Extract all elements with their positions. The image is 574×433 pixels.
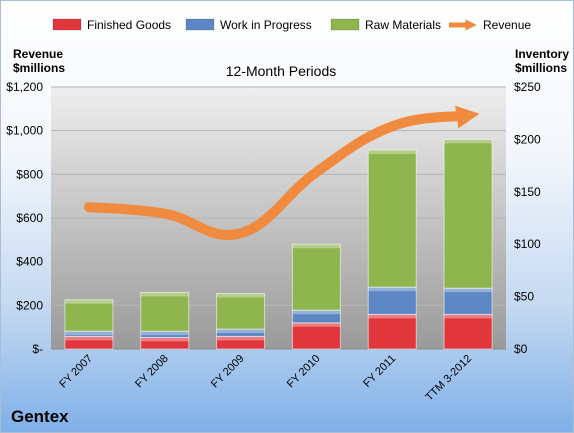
bar-raw-materials	[443, 138, 493, 289]
legend-label-finished-goods: Finished Goods	[87, 18, 171, 32]
bar-work-in-progress	[443, 287, 493, 315]
right-tick-label: $100	[514, 237, 541, 251]
bar-finished-goods	[291, 322, 341, 350]
x-tick-label: FY 2010	[285, 353, 323, 391]
right-tick-label: $250	[514, 80, 541, 94]
x-tick-label: FY 2011	[361, 353, 398, 390]
bar-finished-goods	[443, 313, 493, 350]
bar-highlight	[292, 244, 341, 249]
bar-highlight	[216, 329, 265, 334]
bar-highlight	[368, 287, 417, 292]
bar-raw-materials	[291, 243, 341, 311]
company-name: Gentex	[11, 407, 69, 426]
left-tick-label: $-	[32, 342, 43, 356]
bars	[64, 138, 493, 350]
left-tick-label: $1,200	[6, 80, 43, 94]
left-tick-label: $600	[16, 211, 43, 225]
x-axis-ticks: FY 2007 FY 2008 FY 2009 FY 2010 FY 2011 TTM 3…	[57, 353, 474, 404]
left-tick-label: $1,000	[6, 124, 43, 138]
legend: Finished Goods Work in Progress Raw Materi…	[52, 18, 531, 32]
left-axis-ticks: $- $200 $400 $600 $800 $1,000 $1,200	[6, 80, 43, 356]
bar-highlight	[216, 293, 265, 298]
left-tick-label: $200	[16, 298, 43, 312]
bar-raw-materials	[367, 149, 417, 288]
bar-highlight	[444, 288, 493, 293]
legend-label-raw-materials: Raw Materials	[365, 18, 441, 32]
legend-label-work-in-progress: Work in Progress	[220, 18, 312, 32]
right-tick-label: $0	[514, 342, 528, 356]
bar-highlight	[64, 336, 113, 341]
bar-highlight	[140, 292, 189, 297]
right-axis-label-line1: Inventory	[515, 47, 569, 61]
legend-swatch-raw-materials	[330, 18, 360, 31]
right-tick-label: $200	[514, 132, 541, 146]
right-tick-label: $50	[514, 290, 534, 304]
bar-raw-materials	[216, 292, 266, 330]
bar-work-in-progress	[367, 286, 417, 315]
bar-finished-goods	[367, 313, 417, 350]
revenue-line	[83, 105, 480, 240]
bar-highlight	[292, 310, 341, 315]
left-tick-label: $800	[16, 167, 43, 181]
bar-highlight	[444, 139, 493, 144]
legend-label-revenue: Revenue	[483, 18, 531, 32]
revenue-line-path	[83, 105, 480, 240]
right-tick-label: $150	[514, 185, 541, 199]
right-axis-label-line2: $millions	[515, 61, 567, 75]
left-axis-label-line2: $millions	[13, 61, 65, 75]
x-tick-label: FY 2009	[209, 353, 247, 391]
bar-highlight	[64, 299, 113, 304]
x-tick-label: TTM 3-2012	[423, 353, 474, 404]
legend-swatch-work-in-progress	[185, 18, 215, 31]
bar-highlight	[368, 314, 417, 319]
bar-highlight	[140, 337, 189, 342]
bar-highlight	[444, 314, 493, 319]
left-tick-label: $400	[16, 255, 43, 269]
chart-title: 12-Month Periods	[226, 63, 337, 79]
left-axis-label-line1: Revenue	[13, 47, 63, 61]
x-tick-label: FY 2008	[133, 353, 171, 391]
right-axis-ticks: $0 $50 $100 $150 $200 $250	[514, 80, 541, 356]
bar-highlight	[216, 336, 265, 341]
legend-swatch-finished-goods	[52, 18, 82, 31]
bar-highlight	[292, 322, 341, 327]
bar-highlight	[140, 331, 189, 336]
bar-highlight	[368, 149, 417, 154]
gridlines	[51, 86, 506, 350]
x-tick-label: FY 2007	[57, 353, 95, 391]
bar-raw-materials	[64, 299, 114, 332]
bar-raw-materials	[140, 291, 190, 332]
bar-highlight	[64, 331, 113, 336]
